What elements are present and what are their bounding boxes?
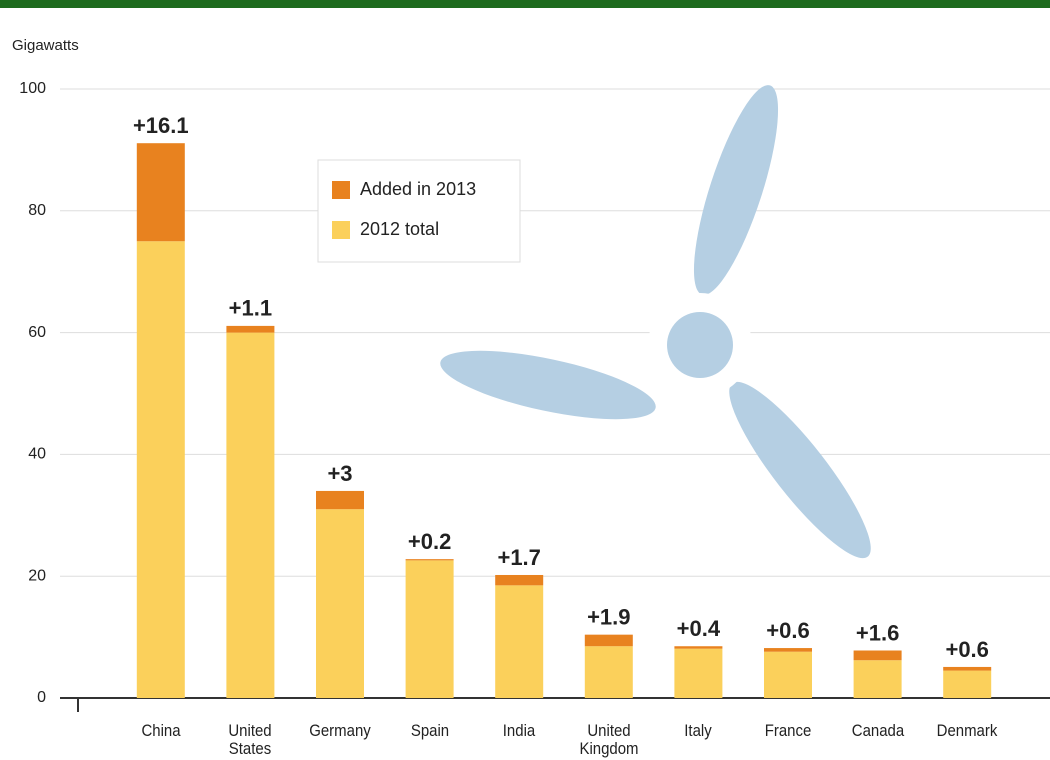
x-tick-label: Denmark <box>930 722 1004 740</box>
x-tick-label: India <box>482 722 556 740</box>
legend-label: Added in 2013 <box>360 179 476 199</box>
x-tick-label: Canada <box>841 722 915 740</box>
x-tick-label: Italy <box>661 722 735 740</box>
y-tick-label: 60 <box>28 324 46 341</box>
x-tick-label: China <box>124 722 198 740</box>
bar-segment <box>674 649 722 698</box>
y-tick-label: 80 <box>28 202 46 219</box>
bar-segment <box>406 560 454 698</box>
bar-segment <box>764 652 812 698</box>
windmill <box>435 77 888 572</box>
value-label: +1.6 <box>856 620 899 645</box>
value-label: +3 <box>327 461 352 486</box>
value-label: +0.6 <box>945 637 988 662</box>
bar-segment <box>316 509 364 698</box>
chart: Gigawatts 0 20 40 60 80 100 +16.1 +1.1 +3 +0.2 +1… <box>0 0 1050 760</box>
bar-segment <box>406 559 454 560</box>
value-label: +0.2 <box>408 529 451 554</box>
y-tick-label: 100 <box>19 80 46 97</box>
top-rule <box>0 0 1050 8</box>
x-tick-label: France <box>751 722 825 740</box>
bar-segment <box>137 241 185 698</box>
bar-segment <box>137 143 185 241</box>
x-tick-label: United States <box>213 722 287 758</box>
legend-swatch <box>332 221 350 239</box>
bar-segment <box>943 671 991 698</box>
bar-segment <box>585 646 633 698</box>
value-label: +1.7 <box>497 545 540 570</box>
bar-segment <box>585 635 633 647</box>
y-axis-label: Gigawatts <box>12 37 79 54</box>
bar-segment <box>226 326 274 333</box>
x-tick-label: United Kingdom <box>572 722 646 758</box>
value-label: +0.6 <box>766 618 809 643</box>
bar-segment <box>764 648 812 652</box>
legend-label: 2012 total <box>360 219 439 239</box>
y-tick-label: 40 <box>28 446 46 463</box>
y-tick-label: 0 <box>37 689 46 706</box>
page: Gigawatts 0 20 40 60 80 100 +16.1 +1.1 +3 +0.2 +1… <box>0 0 1050 760</box>
x-tick-label: Germany <box>303 722 377 740</box>
value-label: +1.9 <box>587 604 630 629</box>
legend-box <box>318 160 520 262</box>
bar-segment <box>943 667 991 671</box>
value-label: +16.1 <box>133 113 189 138</box>
y-tick-label: 20 <box>28 567 46 584</box>
value-label: +0.4 <box>677 616 721 641</box>
bar-segment <box>674 646 722 648</box>
bar-segment <box>854 650 902 660</box>
value-label: +1.1 <box>229 296 272 321</box>
bar-segment <box>226 333 274 698</box>
bar-segment <box>495 585 543 698</box>
legend-swatch <box>332 181 350 199</box>
x-tick-label: Spain <box>393 722 467 740</box>
bar-segment <box>854 660 902 698</box>
bar-segment <box>495 575 543 585</box>
bar-segment <box>316 491 364 509</box>
